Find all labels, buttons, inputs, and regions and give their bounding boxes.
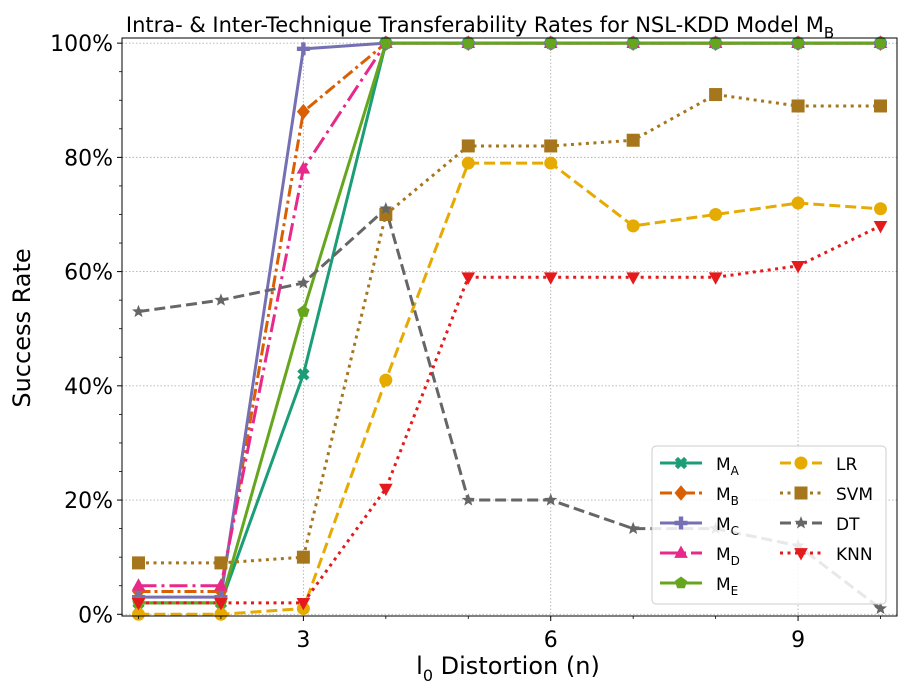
data-point-md [131, 578, 146, 591]
data-point-dt [874, 601, 888, 615]
data-point-knn [379, 483, 393, 497]
legend-label-me: ME [716, 575, 738, 598]
data-point-me [544, 36, 557, 49]
data-point-dt [544, 493, 558, 506]
data-point-dt [626, 521, 640, 535]
marker-x-shape [674, 456, 688, 470]
data-point-lr [874, 202, 888, 216]
series-line-lr [138, 161, 881, 616]
legend-marker-dt [794, 516, 808, 529]
legend-label-lr: LR [836, 455, 857, 475]
legend-marker-ma [674, 456, 688, 470]
data-point-knn [873, 221, 888, 234]
data-point-me [874, 36, 887, 49]
data-point-svm [214, 556, 228, 570]
data-point-dt [461, 493, 475, 506]
data-point-knn [708, 272, 723, 285]
legend-label-ma: MA [716, 455, 740, 478]
data-point-dt [296, 276, 310, 289]
legend-label-svm: SVM [836, 485, 873, 505]
data-point-mc [296, 42, 310, 56]
data-point-knn [131, 597, 146, 611]
data-point-knn [296, 597, 311, 611]
legend-label-dt: DT [836, 515, 860, 535]
x-tick-label: 3 [296, 628, 310, 653]
data-point-md [296, 161, 311, 174]
data-point-lr [709, 207, 723, 221]
x-tick-label: 9 [791, 628, 805, 653]
data-point-lr [544, 156, 558, 170]
series-line-me [138, 41, 881, 605]
data-point-me [379, 36, 393, 49]
data-point-ma [297, 368, 310, 381]
data-point-lr [791, 196, 805, 210]
data-point-knn [461, 272, 476, 285]
data-point-dt [214, 293, 228, 306]
x-axis-label: l0 Distortion (n) [416, 652, 600, 685]
data-point-svm [544, 139, 558, 153]
legend-marker-me [674, 576, 688, 589]
data-point-lr [461, 156, 475, 170]
y-tick-label: 60% [64, 261, 113, 286]
legend-marker-svm [794, 486, 808, 500]
data-point-lr [379, 373, 393, 387]
data-point-knn [791, 261, 805, 274]
data-point-svm [791, 99, 805, 113]
y-tick-label: 20% [64, 489, 113, 514]
legend-label-mc: MC [716, 515, 739, 538]
data-point-knn [626, 272, 640, 285]
legend-label-md: MD [716, 545, 740, 568]
data-point-md [214, 578, 228, 591]
legend-box [651, 445, 887, 605]
legend-marker-mc [674, 516, 688, 530]
y-tick-label: 40% [64, 375, 113, 400]
marker-x-shape [297, 368, 310, 381]
data-point-dt [131, 304, 145, 318]
x-tick-label: 6 [544, 628, 558, 653]
legend: MA MB MC MD ME LR SVM DT KNN [651, 445, 887, 605]
series-markers [131, 35, 888, 621]
y-tick-label: 100% [50, 32, 113, 57]
legend-label-knn: KNN [836, 545, 873, 565]
legend-marker-lr [794, 456, 808, 470]
data-point-me [626, 36, 640, 49]
legend-label-mb: MB [716, 485, 739, 508]
chart-title: Intra- & Inter-Technique Transferability… [126, 13, 834, 42]
legend-marker-md [674, 545, 688, 558]
data-point-me [791, 36, 805, 49]
data-point-me [709, 36, 722, 49]
data-point-svm [461, 139, 475, 153]
data-point-me [462, 36, 475, 49]
series-lines [138, 41, 882, 616]
data-point-svm [874, 99, 888, 113]
data-point-svm [626, 133, 640, 147]
axes: 0% 20% 40% 60% 80% 100% 3 6 9 [50, 32, 898, 653]
data-point-svm [709, 88, 723, 102]
data-point-mb [296, 103, 310, 120]
legend-marker-mb [674, 485, 688, 501]
y-axis-label: Success Rate [8, 248, 36, 407]
legend-marker-knn [794, 548, 808, 561]
data-point-knn [543, 272, 558, 285]
data-point-svm [131, 556, 145, 570]
data-point-me [297, 305, 310, 317]
data-point-lr [214, 607, 228, 621]
data-point-lr [626, 219, 640, 233]
y-tick-label: 80% [64, 146, 113, 171]
data-point-knn [214, 597, 228, 611]
data-point-svm [296, 550, 310, 564]
data-point-dt [379, 201, 393, 215]
data-point-lr [131, 607, 145, 621]
data-point-svm [379, 207, 393, 221]
y-tick-label: 0% [78, 603, 113, 628]
plot-frame [121, 37, 898, 617]
